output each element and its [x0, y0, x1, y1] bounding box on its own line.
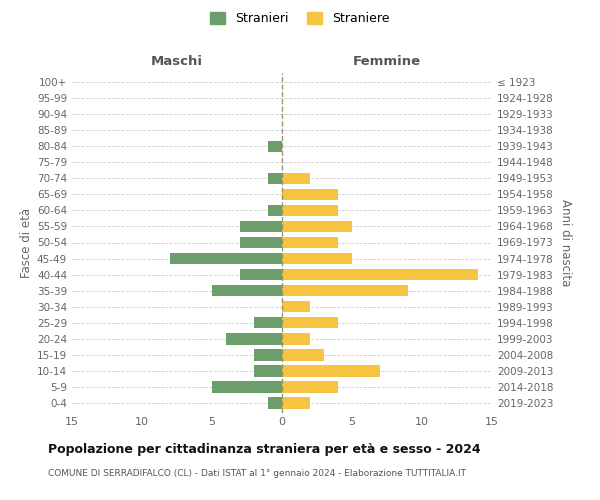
Bar — [254, 349, 282, 360]
Bar — [254, 317, 282, 328]
Text: Maschi: Maschi — [151, 54, 203, 68]
Bar — [240, 220, 282, 232]
Text: Femmine: Femmine — [353, 54, 421, 68]
Bar — [212, 381, 282, 392]
Y-axis label: Anni di nascita: Anni di nascita — [559, 199, 572, 286]
Bar — [282, 317, 338, 328]
Bar — [254, 365, 282, 376]
Bar — [282, 349, 324, 360]
Bar — [282, 333, 310, 344]
Text: Popolazione per cittadinanza straniera per età e sesso - 2024: Popolazione per cittadinanza straniera p… — [48, 442, 481, 456]
Bar — [212, 285, 282, 296]
Bar — [282, 172, 310, 184]
Legend: Stranieri, Straniere: Stranieri, Straniere — [205, 7, 395, 30]
Bar — [268, 397, 282, 408]
Bar — [268, 204, 282, 216]
Text: COMUNE DI SERRADIFALCO (CL) - Dati ISTAT al 1° gennaio 2024 - Elaborazione TUTTI: COMUNE DI SERRADIFALCO (CL) - Dati ISTAT… — [48, 468, 466, 477]
Bar — [282, 285, 408, 296]
Bar — [282, 269, 478, 280]
Bar — [282, 204, 338, 216]
Bar — [226, 333, 282, 344]
Bar — [282, 365, 380, 376]
Bar — [282, 188, 338, 200]
Bar — [268, 140, 282, 152]
Bar — [282, 236, 338, 248]
Bar — [282, 381, 338, 392]
Bar — [282, 301, 310, 312]
Bar — [282, 220, 352, 232]
Bar — [282, 397, 310, 408]
Bar — [240, 236, 282, 248]
Bar — [268, 172, 282, 184]
Bar — [240, 269, 282, 280]
Y-axis label: Fasce di età: Fasce di età — [20, 208, 33, 278]
Bar — [170, 253, 282, 264]
Bar — [282, 253, 352, 264]
